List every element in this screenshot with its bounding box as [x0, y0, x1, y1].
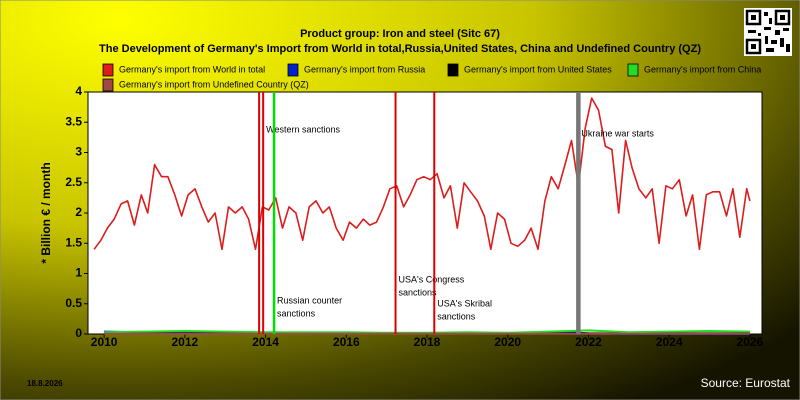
x-tick-label: 2024: [656, 335, 683, 349]
y-tick-label: 1.5: [65, 235, 82, 249]
legend-label: Germany's import from China: [644, 64, 761, 74]
y-tick-label: 3: [75, 145, 82, 159]
x-tick-label: 2010: [91, 335, 118, 349]
event-label: sanctions: [277, 308, 316, 318]
y-tick-label: 1: [75, 266, 82, 280]
y-tick-label: 0.5: [65, 296, 82, 310]
event-label: sanctions: [437, 311, 476, 321]
qr-code: [744, 8, 792, 56]
legend-label: Germany's import from United States: [464, 64, 612, 74]
legend-label: Germany's import from World in total: [119, 64, 265, 74]
y-tick-label: 4: [75, 84, 82, 98]
x-tick-label: 2018: [414, 335, 441, 349]
legend-swatch: [287, 63, 299, 77]
x-tick-label: 2026: [737, 335, 764, 349]
legend-label: Germany's import from Undefined Country …: [119, 79, 309, 89]
plot-area: [87, 91, 763, 335]
event-label: USA's Congress: [399, 274, 465, 284]
legend-swatch: [102, 63, 114, 77]
legend-swatch: [102, 78, 114, 92]
date: 18.8.2026: [27, 379, 63, 388]
series-line: [93, 97, 751, 251]
legend-label: Germany's import from Russia: [304, 64, 425, 74]
x-tick-label: 2012: [172, 335, 199, 349]
legend-swatch: [627, 63, 639, 77]
legend-swatch: [447, 63, 459, 77]
y-tick-label: 0: [75, 326, 82, 340]
chart-title: Product group: Iron and steel (Sitc 67): [300, 28, 500, 40]
y-tick-label: 2.5: [65, 175, 82, 189]
y-tick-label: 2: [75, 205, 82, 219]
event-label: Western sanctions: [266, 124, 340, 134]
event-label: Russian counter: [277, 295, 342, 305]
source: Source: Eurostat: [701, 376, 791, 390]
x-tick-label: 2022: [575, 335, 602, 349]
x-tick-label: 2020: [494, 335, 521, 349]
y-axis-label: * Billion € / month: [39, 162, 53, 263]
y-tick-label: 3.5: [65, 114, 82, 128]
event-label: Ukraine war starts: [581, 128, 654, 138]
event-label: sanctions: [399, 287, 438, 297]
chart-subtitle: The Development of Germany's Import from…: [99, 43, 701, 55]
x-tick-label: 2016: [333, 335, 360, 349]
event-label: USA's Skribal: [437, 298, 492, 308]
x-tick-label: 2014: [252, 335, 279, 349]
